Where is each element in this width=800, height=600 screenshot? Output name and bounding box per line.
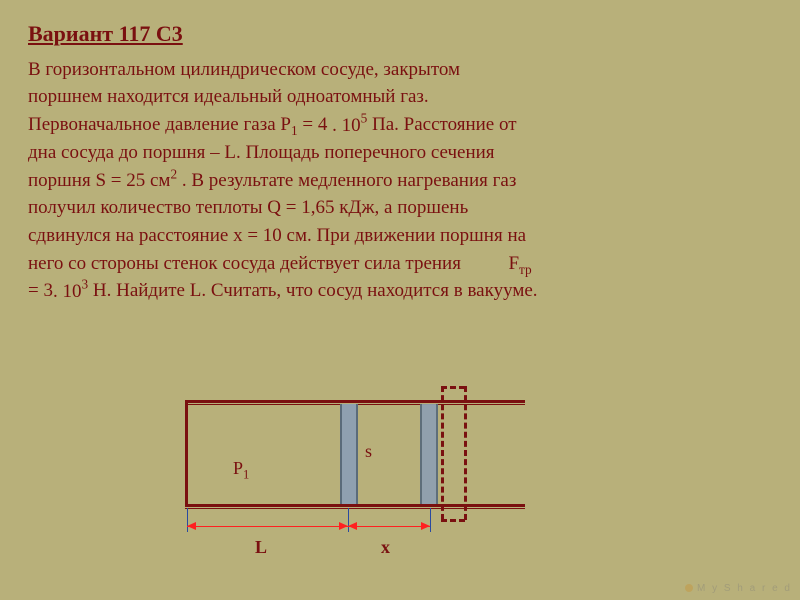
dashed-bracket [441,386,465,389]
arrow-icon [348,522,357,530]
logo-icon [685,584,693,592]
arrow-icon [339,522,348,530]
label-x: x [381,534,390,560]
text: поршнем находится идеальный одноатомный … [28,86,429,107]
arrow-icon [421,522,430,530]
text: дна сосуда до поршня – L. Площадь попере… [28,142,495,163]
dashed-bracket [441,386,444,520]
problem-text: В горизонтальном цилиндрическом сосуде, … [28,56,776,306]
cylinder-wall-top [185,400,525,403]
text: . В результате медленного нагревания газ [177,170,516,191]
text: . 10 [53,281,82,302]
label-L: L [255,534,267,560]
dimension-line-x [348,526,430,527]
text: . 10 [332,115,361,136]
cylinder-diagram: Р1 s L x [185,400,525,570]
piston-final [420,404,438,504]
text: сдвинулся на расстояние х = 10 см. При д… [28,225,526,246]
dimension-line-L [187,526,348,527]
text: поршня S = 25 см [28,170,170,191]
page-title: Вариант 117 С3 [28,18,776,50]
text: = 4 [298,114,332,135]
subscript: 1 [291,123,298,138]
arrow-icon [187,522,196,530]
text: В горизонтальном цилиндрическом сосуде, … [28,59,460,80]
piston-initial [340,404,358,504]
cylinder-wall-bottom [185,504,525,507]
text: получил количество теплоты Q = 1,65 кДж,… [28,197,468,218]
friction-symbol: Fтр [508,250,550,278]
dashed-bracket [441,519,465,522]
dashed-bracket [464,386,467,520]
dimension-tick [430,508,431,532]
watermark: M y S h a r e d [685,582,792,597]
cylinder-wall-bottom [185,508,525,509]
text: него со стороны стенок сосуда действует … [28,253,461,274]
label-s: s [365,438,372,464]
text: Па. Расстояние от [367,114,516,135]
text: Н. Найдите L. Считать, что сосуд находит… [88,280,537,301]
cylinder-wall-left [185,400,188,507]
text: Первоначальное давление газа Р [28,114,291,135]
label-P1: Р1 [233,455,249,481]
text: = 3 [28,280,53,301]
